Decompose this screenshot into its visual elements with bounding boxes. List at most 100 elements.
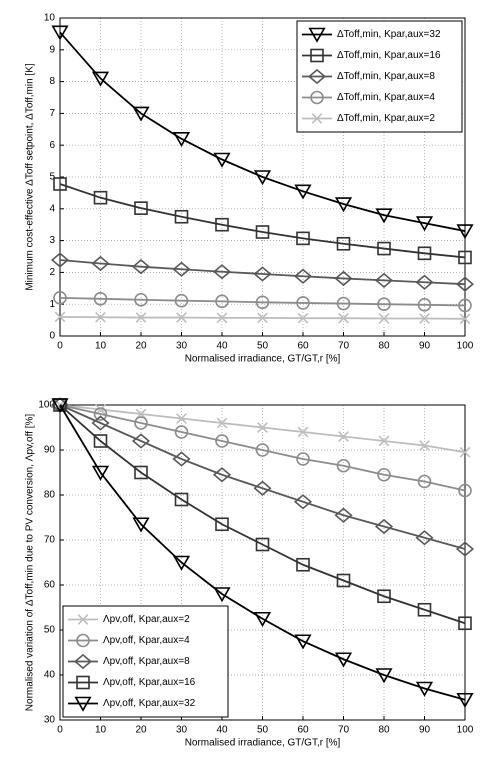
marker (455, 276, 475, 292)
y-tick-label: 90 (44, 445, 56, 456)
marker (53, 291, 67, 305)
marker (336, 458, 351, 473)
marker (297, 312, 309, 324)
marker (73, 653, 93, 670)
marker (93, 190, 108, 205)
marker (176, 312, 187, 323)
marker (91, 465, 110, 481)
marker (375, 668, 393, 684)
marker (310, 48, 324, 63)
x-tick-label: 90 (419, 341, 431, 352)
marker (215, 517, 229, 532)
marker (334, 197, 353, 213)
marker (336, 573, 351, 588)
marker (456, 224, 474, 240)
x-tick-label: 100 (457, 725, 474, 736)
y-tick-label: 8 (49, 76, 55, 87)
marker (213, 587, 231, 603)
marker (134, 292, 148, 307)
marker (54, 311, 66, 323)
marker (296, 557, 310, 572)
marker (415, 216, 434, 232)
x-tick-label: 50 (257, 725, 269, 736)
x-tick-label: 40 (216, 341, 228, 352)
marker (176, 413, 187, 424)
marker (257, 312, 268, 324)
y-axis-label: Minimum cost-effective ΔToff setpoint, Δ… (25, 63, 36, 291)
marker (334, 652, 353, 668)
marker (375, 208, 393, 224)
marker (455, 541, 475, 557)
marker (378, 313, 390, 324)
x-tick-label: 60 (297, 341, 309, 352)
marker (93, 434, 108, 448)
marker (95, 311, 106, 323)
marker (255, 537, 270, 552)
marker (294, 634, 312, 650)
x-tick-label: 70 (338, 341, 350, 352)
chart: 0 10 20 30 40 50 60 70 80 90 10030405060708090100N… (25, 397, 475, 749)
x-tick-label: 20 (135, 341, 147, 352)
y-tick-label: 6 (49, 140, 55, 151)
marker (172, 261, 191, 277)
marker (334, 507, 353, 523)
series-line (59, 404, 466, 492)
marker (294, 184, 312, 200)
marker (377, 467, 391, 482)
y-tick-label: 70 (44, 535, 56, 546)
series-line (59, 404, 466, 625)
marker (215, 217, 229, 232)
marker (293, 268, 313, 284)
series-line (59, 296, 466, 307)
x-tick-label: 30 (176, 725, 188, 736)
marker (215, 294, 229, 309)
marker (50, 252, 70, 268)
marker (253, 266, 272, 282)
marker (93, 291, 108, 306)
marker (338, 431, 349, 442)
series-line (59, 31, 466, 232)
marker (459, 446, 471, 458)
marker (253, 611, 272, 627)
legend-label: Λpv,off, Kpar,aux=32 (103, 698, 196, 709)
legend-label: Λpv,off, Kpar,aux=4 (103, 635, 190, 646)
marker (216, 312, 228, 324)
marker (459, 313, 471, 325)
marker (93, 407, 108, 421)
marker (257, 422, 268, 433)
marker (50, 397, 70, 413)
marker (296, 452, 310, 466)
marker (374, 518, 394, 535)
marker (76, 633, 90, 648)
marker (212, 264, 232, 280)
x-tick-label: 40 (216, 725, 228, 736)
marker (91, 255, 110, 272)
marker (415, 681, 434, 697)
marker (131, 259, 151, 275)
y-tick-label: 2 (49, 267, 55, 278)
x-tick-label: 90 (419, 725, 431, 736)
marker (419, 313, 430, 324)
y-tick-label: 30 (44, 715, 56, 726)
marker (374, 272, 394, 288)
x-tick-label: 100 (457, 341, 474, 352)
marker (415, 530, 434, 546)
marker (307, 68, 327, 85)
legend-label: ΔToff,min, Kpar,aux=16 (337, 50, 441, 61)
marker (417, 246, 432, 261)
legend-label: ΔToff,min, Kpar,aux=2 (337, 113, 435, 124)
marker (308, 27, 326, 43)
y-tick-label: 4 (49, 203, 55, 214)
marker (134, 201, 148, 215)
marker (174, 425, 189, 439)
legend-label: Λpv,off, Kpar,aux=2 (103, 614, 190, 625)
marker (134, 416, 148, 430)
marker (174, 209, 189, 224)
x-tick-label: 10 (95, 341, 107, 352)
marker (334, 270, 353, 287)
y-tick-label: 60 (44, 580, 56, 591)
plot-frame (59, 17, 466, 337)
y-tick-label: 50 (44, 625, 56, 636)
legend-label: ΔToff,min, Kpar,aux=8 (337, 71, 435, 82)
x-tick-label: 80 (378, 341, 390, 352)
